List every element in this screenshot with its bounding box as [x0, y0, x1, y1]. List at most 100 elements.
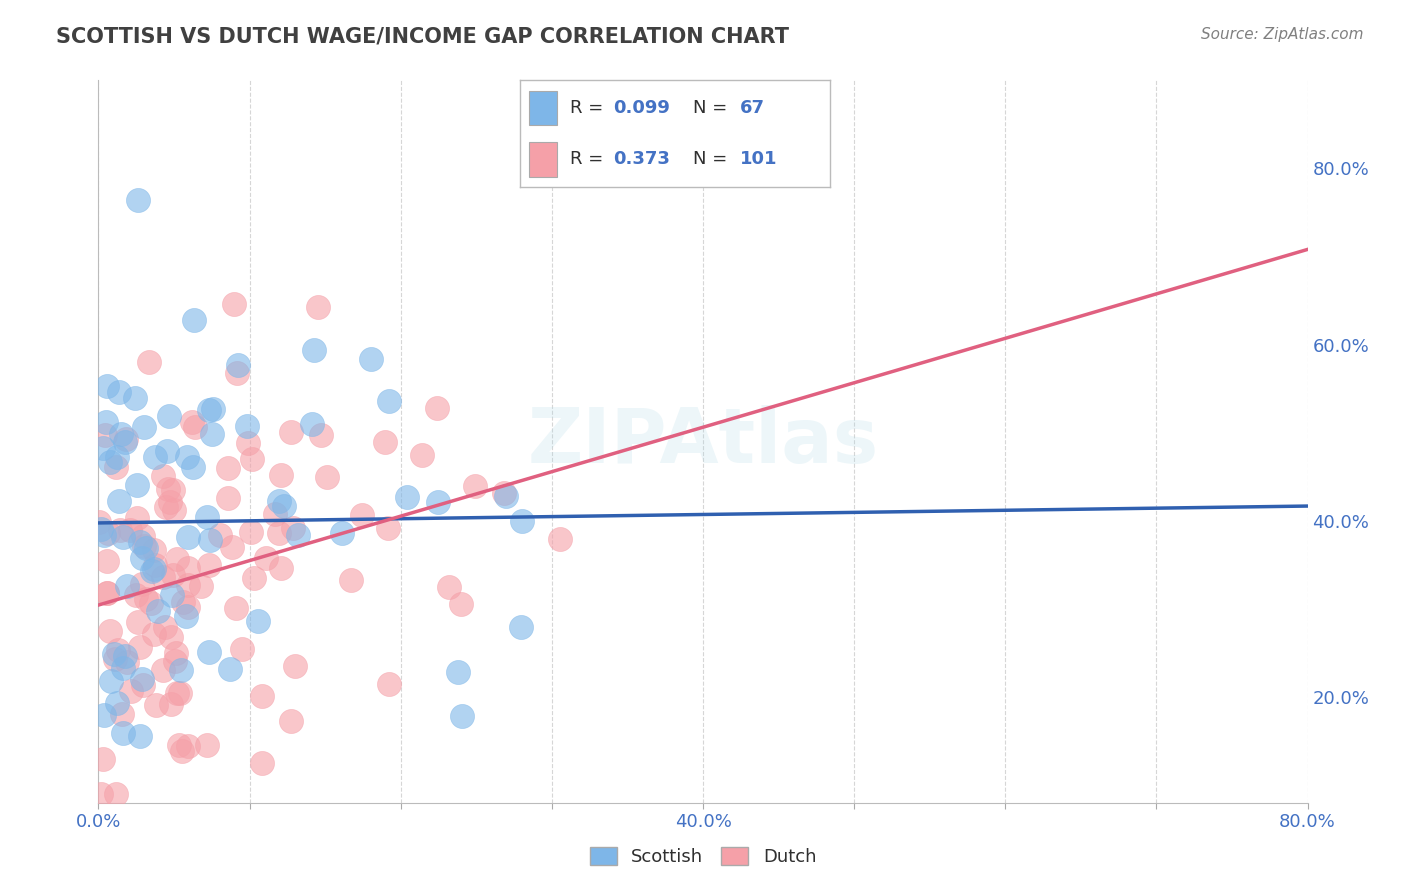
Point: [87, 516, 110, 530]
Point: [264, 507, 287, 521]
Point: [439, 580, 461, 594]
Point: [270, 561, 292, 575]
FancyBboxPatch shape: [530, 143, 557, 177]
Point: [181, 460, 204, 475]
Point: [510, 514, 533, 528]
Point: [97, 525, 120, 540]
Point: [162, 503, 184, 517]
Point: [138, 355, 160, 369]
Point: [426, 494, 449, 508]
Point: [105, 696, 128, 710]
Point: [195, 510, 218, 524]
Point: [172, 743, 194, 757]
Point: [162, 483, 184, 497]
Point: [284, 659, 307, 673]
Point: [177, 577, 200, 591]
Point: [195, 739, 218, 753]
Point: [492, 485, 515, 500]
Point: [183, 313, 205, 327]
Point: [224, 296, 246, 310]
Point: [450, 597, 472, 611]
Point: [105, 450, 128, 464]
Point: [110, 523, 132, 537]
Point: [190, 580, 212, 594]
Point: [169, 686, 191, 700]
Point: [96, 586, 118, 600]
Point: [270, 467, 292, 482]
Point: [548, 532, 571, 546]
Point: [96, 378, 118, 392]
Point: [209, 527, 232, 541]
Legend: Scottish, Dutch: Scottish, Dutch: [582, 839, 824, 873]
Point: [120, 523, 142, 537]
Point: [98, 455, 121, 469]
Point: [250, 689, 273, 703]
Point: [153, 620, 176, 634]
Point: [170, 663, 193, 677]
Point: [167, 739, 190, 753]
Point: [141, 564, 163, 578]
Text: ZIPAtlas: ZIPAtlas: [527, 405, 879, 478]
Point: [160, 630, 183, 644]
Point: [198, 533, 221, 548]
Point: [111, 706, 134, 721]
Point: [352, 508, 374, 523]
Point: [152, 569, 174, 583]
Point: [509, 620, 531, 634]
Point: [177, 600, 200, 615]
Point: [131, 577, 153, 591]
Point: [96, 585, 118, 599]
Text: 0.099: 0.099: [613, 99, 669, 117]
Point: [283, 521, 305, 535]
Text: N =: N =: [693, 151, 734, 169]
Point: [447, 665, 470, 679]
Point: [142, 627, 165, 641]
Point: [451, 709, 474, 723]
Point: [96, 554, 118, 568]
Point: [94, 428, 117, 442]
Point: [120, 684, 142, 698]
Point: [160, 697, 183, 711]
Point: [128, 640, 150, 654]
Point: [152, 469, 174, 483]
Point: [267, 493, 290, 508]
Point: [125, 477, 148, 491]
Point: [330, 526, 353, 541]
Point: [198, 558, 221, 572]
Point: [94, 415, 117, 429]
Point: [100, 673, 122, 688]
Point: [200, 426, 222, 441]
Point: [143, 450, 166, 464]
Point: [104, 459, 127, 474]
Text: 67: 67: [740, 99, 765, 117]
Point: [174, 609, 197, 624]
Point: [127, 193, 149, 207]
Point: [98, 624, 121, 638]
Point: [132, 677, 155, 691]
Point: [135, 541, 157, 555]
Point: [131, 672, 153, 686]
Point: [426, 401, 449, 416]
Point: [93, 528, 115, 542]
Point: [395, 491, 418, 505]
Point: [254, 550, 277, 565]
Point: [240, 525, 263, 540]
Point: [127, 511, 149, 525]
FancyBboxPatch shape: [530, 91, 557, 125]
Point: [131, 551, 153, 566]
Point: [93, 708, 115, 723]
Point: [110, 427, 132, 442]
Point: [129, 535, 152, 549]
Point: [152, 663, 174, 677]
Point: [339, 573, 361, 587]
Point: [217, 491, 239, 506]
Point: [132, 420, 155, 434]
Point: [309, 428, 332, 442]
Text: 101: 101: [740, 151, 778, 169]
Point: [111, 661, 134, 675]
Point: [217, 460, 239, 475]
Point: [411, 448, 433, 462]
Point: [105, 787, 128, 801]
Point: [495, 489, 517, 503]
Point: [111, 530, 134, 544]
